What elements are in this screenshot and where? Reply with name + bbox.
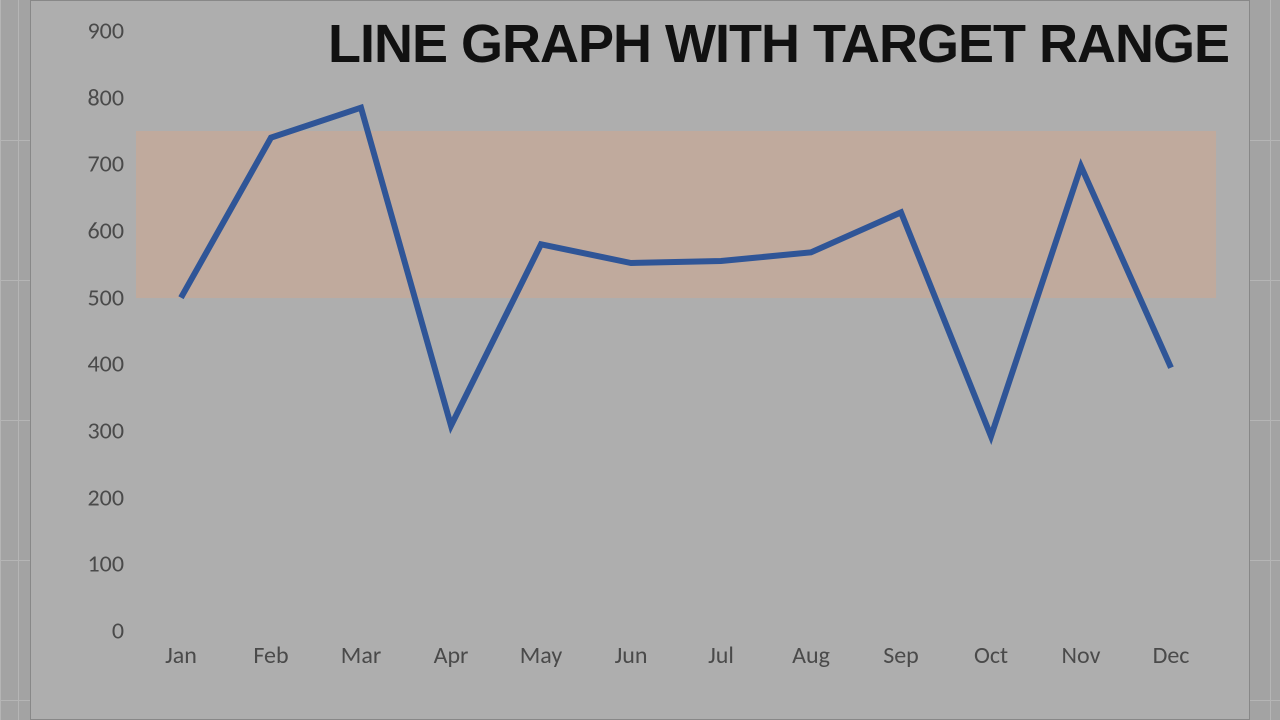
y-tick-label: 800 bbox=[88, 83, 125, 112]
x-tick-label: Mar bbox=[341, 641, 381, 670]
y-tick-label: 900 bbox=[88, 17, 125, 46]
x-tick-label: Jan bbox=[165, 641, 197, 670]
plot-area bbox=[136, 31, 1216, 631]
bg-grid-vertical bbox=[0, 0, 1, 720]
x-tick-label: Jun bbox=[615, 641, 648, 670]
y-tick-label: 500 bbox=[88, 283, 125, 312]
y-tick-label: 600 bbox=[88, 217, 125, 246]
x-tick-label: Jul bbox=[708, 641, 734, 670]
y-axis-labels: 0100200300400500600700800900 bbox=[31, 31, 124, 631]
y-tick-label: 700 bbox=[88, 150, 125, 179]
x-tick-label: Sep bbox=[883, 641, 919, 670]
y-tick-label: 0 bbox=[112, 617, 124, 646]
x-tick-label: Oct bbox=[974, 641, 1008, 670]
bg-grid-vertical bbox=[1270, 0, 1271, 720]
y-tick-label: 100 bbox=[88, 550, 125, 579]
x-tick-label: Dec bbox=[1153, 641, 1190, 670]
y-tick-label: 400 bbox=[88, 350, 125, 379]
data-line bbox=[181, 108, 1171, 437]
x-axis-labels: Jan Feb Mar Apr May Jun Jul Aug Sep Oct Nov Dec bbox=[136, 641, 1216, 681]
y-tick-label: 300 bbox=[88, 417, 125, 446]
line-series bbox=[136, 31, 1216, 631]
x-tick-label: May bbox=[520, 641, 562, 670]
x-tick-label: Feb bbox=[253, 641, 288, 670]
chart-container: LINE GRAPH WITH TARGET RANGE 01002003004… bbox=[30, 0, 1250, 720]
x-tick-label: Aug bbox=[792, 641, 830, 670]
y-tick-label: 200 bbox=[88, 483, 125, 512]
bg-grid-vertical bbox=[18, 0, 19, 720]
x-tick-label: Apr bbox=[434, 641, 469, 670]
x-tick-label: Nov bbox=[1062, 641, 1101, 670]
